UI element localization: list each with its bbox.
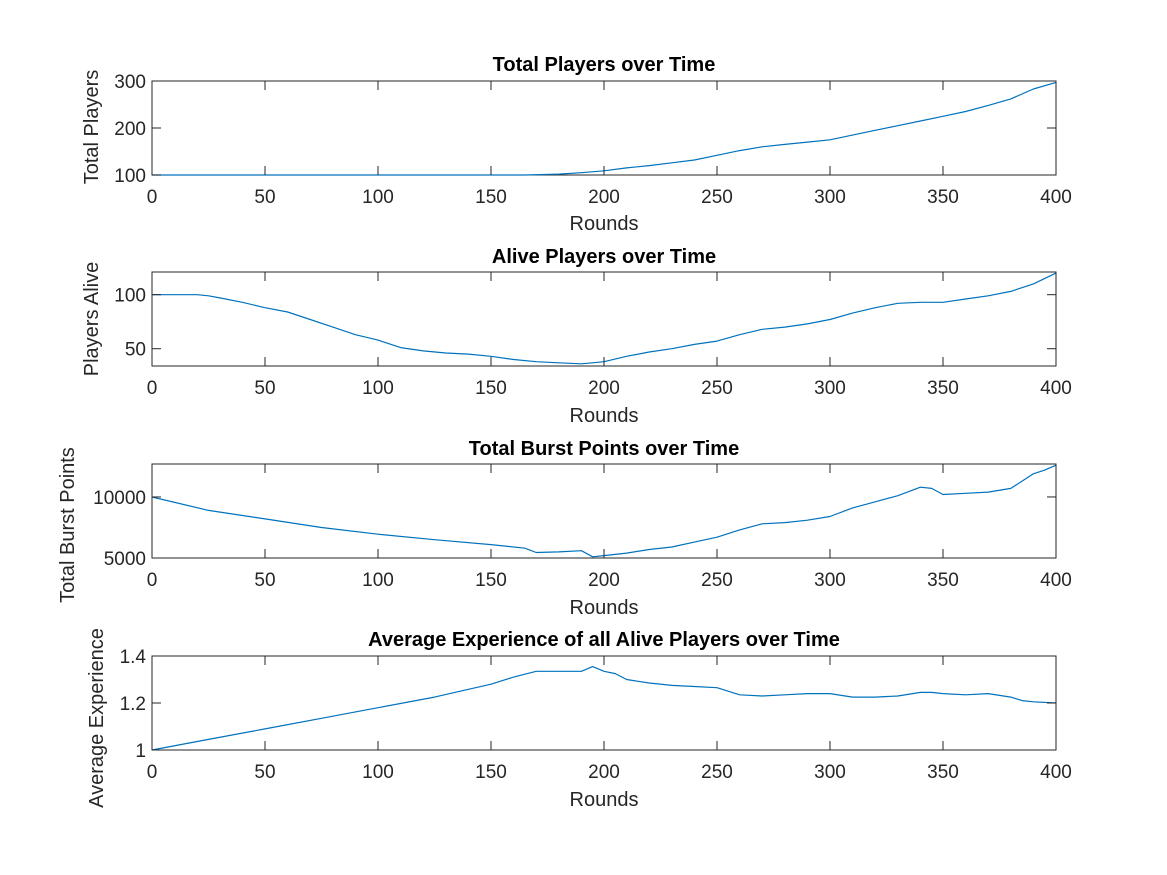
subplot-4-series-line bbox=[151, 665, 1057, 751]
subplot-4-axes-box bbox=[151, 655, 1057, 751]
subplot-2-series-line bbox=[152, 272, 1057, 365]
x-tick-label: 250 bbox=[701, 570, 733, 591]
subplot-3-axes-box bbox=[151, 463, 1057, 559]
y-tick-label: 100 bbox=[114, 166, 146, 187]
subplot-3-title: Total Burst Points over Time bbox=[469, 438, 739, 460]
x-tick-label: 300 bbox=[814, 378, 846, 399]
subplot-average-experience: Average Experience of all Alive Players … bbox=[86, 628, 840, 811]
y-tick-label: 300 bbox=[114, 72, 146, 93]
y-tick-label: 100 bbox=[114, 286, 146, 307]
subplot-1-axes-box bbox=[151, 80, 1057, 176]
x-tick-label: 0 bbox=[147, 570, 158, 591]
subplot-total-burst-points: Total Burst Points over Time Total Burst… bbox=[57, 438, 739, 619]
x-tick-label: 150 bbox=[475, 378, 507, 399]
subplot-1-ylabel: Total Players bbox=[81, 70, 103, 185]
x-tick-label: 200 bbox=[588, 570, 620, 591]
y-tick-label: 50 bbox=[125, 340, 146, 361]
subplot-1-axes: 0 50 100 150 200 250 300 350 400 100 200 300 bbox=[114, 72, 1072, 208]
y-tick-label: 1.2 bbox=[120, 694, 146, 715]
y-tick-label: 5000 bbox=[104, 549, 146, 570]
x-tick-label: 250 bbox=[701, 762, 733, 783]
x-tick-label: 250 bbox=[701, 378, 733, 399]
x-tick-label: 100 bbox=[362, 570, 394, 591]
subplot-1-xlabel: Rounds bbox=[570, 213, 639, 235]
x-tick-label: 0 bbox=[147, 762, 158, 783]
subplot-1-series-line bbox=[152, 81, 1057, 176]
x-tick-label: 50 bbox=[254, 378, 275, 399]
x-tick-label: 150 bbox=[475, 762, 507, 783]
subplot-4-axes: 0 50 100 150 200 250 300 350 400 1 1.2 1.4 bbox=[120, 647, 1072, 783]
subplot-1-title: Total Players over Time bbox=[493, 54, 716, 76]
subplot-4-title: Average Experience of all Alive Players … bbox=[368, 629, 840, 651]
x-tick-label: 400 bbox=[1040, 378, 1072, 399]
x-tick-label: 100 bbox=[362, 378, 394, 399]
x-tick-label: 400 bbox=[1040, 187, 1072, 208]
subplot-4-ylabel: Average Experience bbox=[86, 628, 108, 808]
y-tick-label: 10000 bbox=[93, 488, 146, 509]
x-tick-label: 0 bbox=[147, 378, 158, 399]
subplot-3-ylabel: Total Burst Points bbox=[57, 447, 79, 603]
x-tick-label: 50 bbox=[254, 762, 275, 783]
x-tick-label: 0 bbox=[147, 187, 158, 208]
subplot-total-players: Total Players over Time Total Players Ro… bbox=[81, 54, 715, 235]
x-tick-label: 300 bbox=[814, 187, 846, 208]
x-tick-label: 350 bbox=[927, 378, 959, 399]
x-tick-label: 150 bbox=[475, 187, 507, 208]
x-tick-label: 400 bbox=[1040, 762, 1072, 783]
subplot-2-title: Alive Players over Time bbox=[492, 246, 716, 268]
x-tick-label: 200 bbox=[588, 762, 620, 783]
subplot-2-xlabel: Rounds bbox=[570, 405, 639, 427]
subplot-4-xlabel: Rounds bbox=[570, 789, 639, 811]
x-tick-label: 300 bbox=[814, 570, 846, 591]
x-tick-label: 100 bbox=[362, 762, 394, 783]
subplot-3-series-line bbox=[151, 464, 1057, 558]
x-tick-label: 300 bbox=[814, 762, 846, 783]
subplot-2-ylabel: Players Alive bbox=[81, 262, 103, 377]
subplot-2-axes-box bbox=[151, 271, 1057, 367]
y-tick-label: 1.4 bbox=[120, 647, 147, 668]
y-tick-label: 200 bbox=[114, 119, 146, 140]
y-tick-label: 1 bbox=[135, 741, 146, 762]
x-tick-label: 150 bbox=[475, 570, 507, 591]
x-tick-label: 200 bbox=[588, 378, 620, 399]
x-tick-label: 250 bbox=[701, 187, 733, 208]
x-tick-label: 100 bbox=[362, 187, 394, 208]
subplot-3-xlabel: Rounds bbox=[570, 597, 639, 619]
subplot-3-axes: 0 50 100 150 200 250 300 350 400 5000 10000 bbox=[93, 463, 1072, 591]
x-tick-label: 50 bbox=[254, 187, 275, 208]
x-tick-label: 350 bbox=[927, 762, 959, 783]
x-tick-label: 200 bbox=[588, 187, 620, 208]
x-tick-label: 50 bbox=[254, 570, 275, 591]
x-tick-label: 400 bbox=[1040, 570, 1072, 591]
x-tick-label: 350 bbox=[927, 570, 959, 591]
subplot-alive-players: Alive Players over Time Players Alive Ro… bbox=[81, 246, 716, 427]
x-tick-label: 350 bbox=[927, 187, 959, 208]
